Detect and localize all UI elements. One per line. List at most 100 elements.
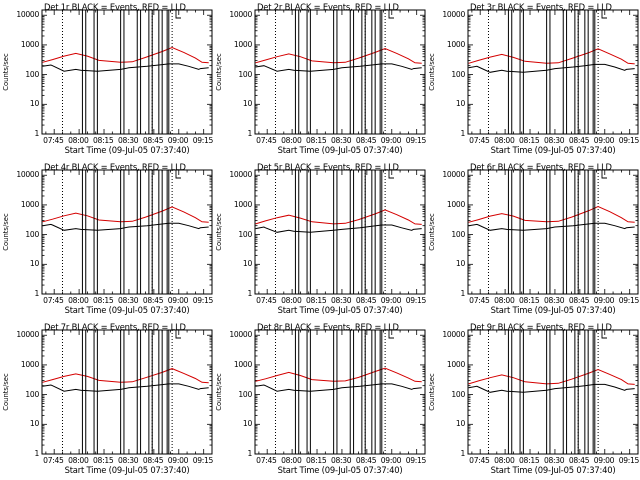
y-tick-label: 10000 <box>442 330 465 340</box>
y-tick-label: 10000 <box>229 170 252 180</box>
y-tick-label: 100 <box>238 69 252 79</box>
x-tick-label: 07:45 <box>43 136 64 145</box>
lld-series-line <box>42 206 209 223</box>
x-tick-label: 08:30 <box>543 136 565 145</box>
y-tick-label: 10 <box>242 259 252 269</box>
y-axis-label: Counts/sec <box>215 373 223 411</box>
x-tick-label: 09:15 <box>405 296 426 305</box>
x-axis-label: Start Time (09-Jul-05 07:37:40) <box>64 305 190 315</box>
x-axis-label: Start Time (09-Jul-05 07:37:40) <box>490 305 616 315</box>
y-tick-label: 100 <box>238 229 252 239</box>
events-series-line <box>42 383 209 392</box>
x-tick-label: 08:00 <box>68 456 89 465</box>
x-tick-label: 08:15 <box>93 456 114 465</box>
x-tick-label: 08:30 <box>543 296 565 305</box>
events-series-line <box>42 222 209 231</box>
panel-title: Det 4r BLACK = Events, RED = LLD <box>44 162 186 172</box>
y-tick-label: 1000 <box>446 39 465 49</box>
y-tick-label: 10000 <box>442 170 465 180</box>
x-tick-label: 09:00 <box>593 456 615 465</box>
x-tick-label: 08:45 <box>568 296 590 305</box>
panel-title: Det 9r BLACK = Events, RED = LLD <box>470 322 612 332</box>
plot-area <box>467 169 639 295</box>
x-tick-label: 08:30 <box>330 136 352 145</box>
plot-area <box>467 329 639 455</box>
events-series-line <box>468 63 635 73</box>
y-tick-label: 10 <box>455 259 465 269</box>
x-tick-label: 08:30 <box>117 296 139 305</box>
x-tick-label: 08:45 <box>568 456 590 465</box>
y-axis-label: Counts/sec <box>215 213 223 251</box>
x-tick-label: 08:15 <box>306 296 327 305</box>
y-tick-label: 10 <box>242 99 252 109</box>
plot-area <box>41 329 213 455</box>
y-tick-label: 1000 <box>233 199 252 209</box>
x-tick-label: 09:15 <box>618 456 639 465</box>
y-tick-label: 10 <box>29 259 39 269</box>
x-tick-label: 08:15 <box>519 456 540 465</box>
lld-series-line <box>42 46 209 64</box>
y-tick-label: 100 <box>451 69 465 79</box>
x-tick-label: 09:00 <box>380 136 402 145</box>
x-tick-label: 08:15 <box>519 296 540 305</box>
y-axis-label: Counts/sec <box>428 53 436 91</box>
corner-flag <box>601 330 607 339</box>
x-tick-label: 08:30 <box>330 296 352 305</box>
y-tick-label: 1 <box>247 129 252 138</box>
detector-panel: Det 9r BLACK = Events, RED = LLD Start Ti… <box>426 320 639 480</box>
plot-frame <box>254 169 426 295</box>
y-tick-label: 1000 <box>233 359 252 369</box>
y-tick-label: 1000 <box>20 359 39 369</box>
y-tick-label: 1 <box>34 289 39 298</box>
x-tick-label: 08:45 <box>355 456 377 465</box>
events-series-line <box>255 383 422 392</box>
x-tick-label: 09:00 <box>167 296 189 305</box>
y-tick-label: 10 <box>29 99 39 109</box>
lld-series-line <box>468 368 635 385</box>
y-axis-label: Counts/sec <box>2 373 10 411</box>
events-series-line <box>255 224 422 233</box>
y-tick-label: 10000 <box>442 10 465 20</box>
x-tick-label: 08:45 <box>355 296 377 305</box>
detector-panel: Det 8r BLACK = Events, RED = LLD Start Ti… <box>213 320 426 480</box>
y-tick-label: 100 <box>25 389 39 399</box>
lld-series-line <box>255 367 422 383</box>
y-tick-label: 100 <box>25 229 39 239</box>
panel-title: Det 1r BLACK = Events, RED = LLD <box>44 2 186 12</box>
x-axis-label: Start Time (09-Jul-05 07:37:40) <box>277 305 403 315</box>
plot-area <box>41 169 213 295</box>
x-tick-label: 09:15 <box>618 296 639 305</box>
x-tick-label: 08:30 <box>117 456 139 465</box>
panel-title: Det 2r BLACK = Events, RED = LLD <box>257 2 399 12</box>
panel-title: Det 7r BLACK = Events, RED = LLD <box>44 322 186 332</box>
events-series-line <box>468 222 635 231</box>
x-tick-label: 08:30 <box>330 456 352 465</box>
lld-series-line <box>255 47 422 64</box>
x-tick-label: 08:00 <box>68 296 89 305</box>
detector-panel: Det 3r BLACK = Events, RED = LLD Start Ti… <box>426 0 639 160</box>
x-tick-label: 07:45 <box>469 296 490 305</box>
lld-series-line <box>468 48 635 65</box>
y-tick-label: 100 <box>238 389 252 399</box>
y-tick-label: 1 <box>460 449 465 458</box>
x-tick-label: 08:00 <box>281 136 302 145</box>
plot-area <box>467 9 639 135</box>
detector-panel: Det 5r BLACK = Events, RED = LLD Start Ti… <box>213 160 426 320</box>
x-tick-label: 08:15 <box>519 136 540 145</box>
plot-area <box>254 169 426 295</box>
x-tick-label: 08:00 <box>281 296 302 305</box>
plot-frame <box>41 9 213 135</box>
y-axis-label: Counts/sec <box>428 373 436 411</box>
y-tick-label: 100 <box>451 389 465 399</box>
x-tick-label: 08:00 <box>281 456 302 465</box>
corner-flag <box>388 330 394 339</box>
plot-frame <box>254 329 426 455</box>
y-axis-label: Counts/sec <box>2 213 10 251</box>
y-tick-label: 10000 <box>16 170 39 180</box>
corner-flag <box>388 10 394 19</box>
y-tick-label: 1 <box>247 289 252 298</box>
events-series-line <box>42 63 209 72</box>
y-tick-label: 10 <box>455 419 465 429</box>
corner-flag <box>175 330 181 339</box>
